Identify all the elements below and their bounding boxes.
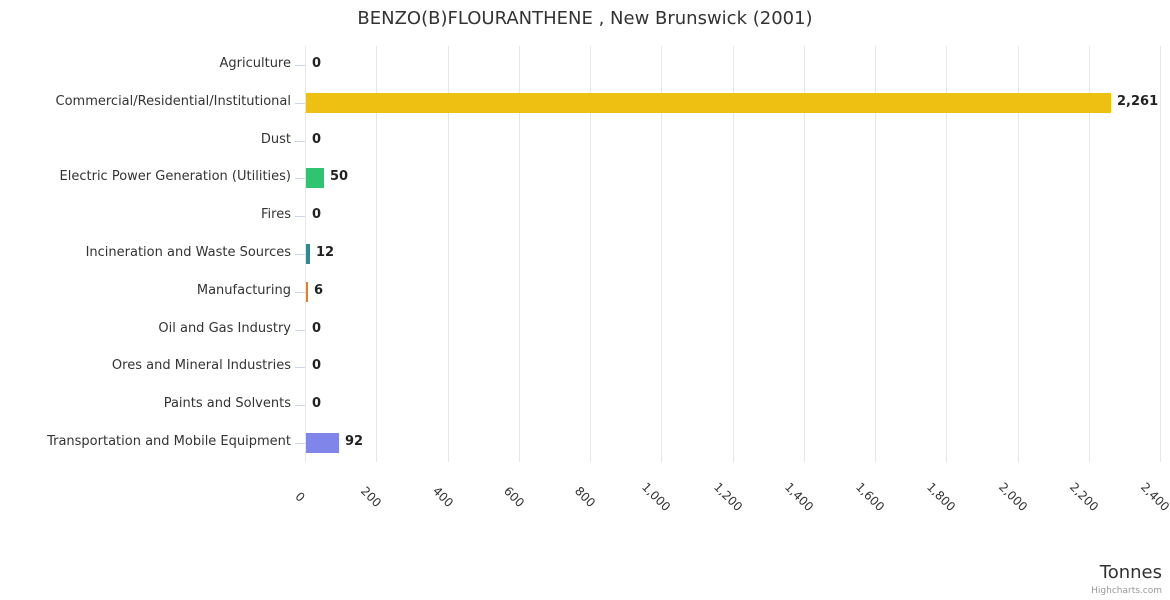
bar-value-label: 0: [312, 56, 322, 71]
grid-line: [1160, 46, 1161, 462]
category-label: Transportation and Mobile Equipment: [47, 434, 291, 449]
x-tick-label: 600: [501, 483, 528, 510]
category-label: Incineration and Waste Sources: [85, 245, 291, 260]
category-tick: [295, 367, 305, 368]
grid-line: [875, 46, 876, 462]
grid-line: [1018, 46, 1019, 462]
category-label: Electric Power Generation (Utilities): [59, 169, 291, 184]
category-tick: [295, 65, 305, 66]
bar-value-label: 0: [312, 207, 322, 222]
bar[interactable]: [306, 433, 339, 453]
bar[interactable]: [306, 244, 310, 264]
grid-line: [448, 46, 449, 462]
x-tick-label: 0: [292, 489, 308, 505]
bar-value-label: 92: [345, 434, 364, 449]
category-label: Agriculture: [219, 56, 292, 71]
category-label: Dust: [260, 132, 291, 147]
grid-line: [519, 46, 520, 462]
x-axis-title: Tonnes: [1099, 562, 1162, 583]
category-tick: [295, 178, 305, 179]
x-tick-label: 2,200: [1066, 479, 1102, 515]
category-tick: [295, 103, 305, 104]
bar-value-label: 50: [330, 169, 349, 184]
bar[interactable]: [306, 168, 324, 188]
x-tick-label: 1,800: [923, 479, 959, 515]
category-tick: [295, 216, 305, 217]
bar-value-label: 12: [316, 245, 335, 260]
x-tick-label: 2,000: [995, 479, 1031, 515]
grid-line: [661, 46, 662, 462]
bar-value-label: 0: [312, 396, 322, 411]
grid-line: [733, 46, 734, 462]
grid-line: [590, 46, 591, 462]
x-tick-label: 2,400: [1137, 479, 1170, 515]
grid-line: [804, 46, 805, 462]
x-tick-label: 400: [430, 483, 457, 510]
x-tick-label: 1,400: [781, 479, 817, 515]
category-tick: [295, 330, 305, 331]
bar[interactable]: [306, 282, 308, 302]
category-tick: [295, 443, 305, 444]
bar-value-label: 2,261: [1117, 94, 1159, 109]
category-label: Ores and Mineral Industries: [111, 358, 291, 373]
grid-line: [1089, 46, 1090, 462]
bar-value-label: 0: [312, 321, 322, 336]
category-tick: [295, 141, 305, 142]
category-tick: [295, 405, 305, 406]
category-tick: [295, 254, 305, 255]
bar-value-label: 0: [312, 358, 322, 373]
category-label: Oil and Gas Industry: [158, 321, 291, 336]
category-label: Fires: [261, 207, 291, 222]
grid-line: [376, 46, 377, 462]
x-tick-label: 800: [572, 483, 599, 510]
bar-value-label: 6: [314, 283, 324, 298]
highcharts-credit-link[interactable]: Highcharts.com: [1091, 586, 1162, 596]
grid-line: [305, 46, 306, 462]
x-tick-label: 200: [358, 483, 385, 510]
category-tick: [295, 292, 305, 293]
plot-area: [305, 46, 1161, 462]
x-tick-label: 1,000: [638, 479, 674, 515]
bar[interactable]: [306, 93, 1111, 113]
category-label: Manufacturing: [196, 283, 291, 298]
x-tick-label: 1,600: [852, 479, 888, 515]
x-tick-label: 1,200: [710, 479, 746, 515]
category-label: Paints and Solvents: [163, 396, 291, 411]
chart-title: BENZO(B)FLOURANTHENE , New Brunswick (20…: [357, 8, 813, 29]
category-label: Commercial/Residential/Institutional: [55, 94, 292, 109]
grid-line: [946, 46, 947, 462]
bar-value-label: 0: [312, 132, 322, 147]
